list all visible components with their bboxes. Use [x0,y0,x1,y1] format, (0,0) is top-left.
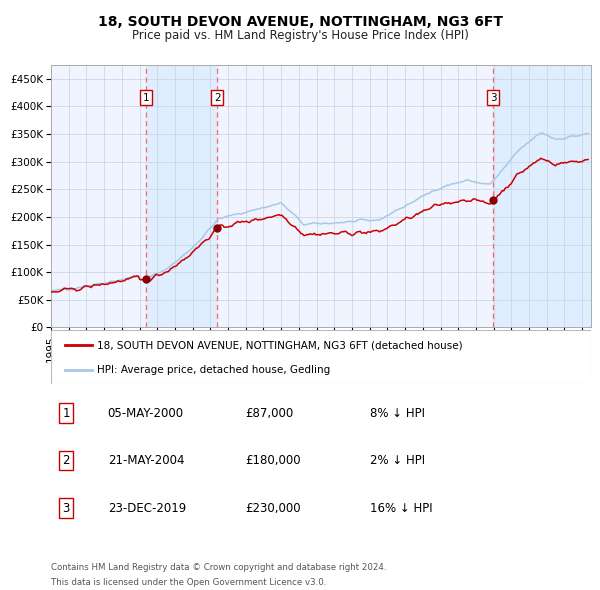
Bar [493,65,591,327]
Text: 16% ↓ HPI: 16% ↓ HPI [370,502,432,514]
Text: 2: 2 [62,454,70,467]
Text: 3: 3 [62,502,70,514]
Text: 05-MAY-2000: 05-MAY-2000 [108,407,184,419]
Text: 1: 1 [143,93,149,103]
Text: Price paid vs. HM Land Registry's House Price Index (HPI): Price paid vs. HM Land Registry's House … [131,30,469,42]
Text: 18, SOUTH DEVON AVENUE, NOTTINGHAM, NG3 6FT (detached house): 18, SOUTH DEVON AVENUE, NOTTINGHAM, NG3 … [97,340,463,350]
Text: 1: 1 [62,407,70,419]
Text: £87,000: £87,000 [245,407,293,419]
Text: HPI: Average price, detached house, Gedling: HPI: Average price, detached house, Gedl… [97,365,330,375]
Text: 18, SOUTH DEVON AVENUE, NOTTINGHAM, NG3 6FT: 18, SOUTH DEVON AVENUE, NOTTINGHAM, NG3 … [97,15,503,29]
Text: 2% ↓ HPI: 2% ↓ HPI [370,454,425,467]
Text: This data is licensed under the Open Government Licence v3.0.: This data is licensed under the Open Gov… [51,578,326,587]
Text: 8% ↓ HPI: 8% ↓ HPI [370,407,425,419]
Text: £180,000: £180,000 [245,454,301,467]
Text: 3: 3 [490,93,497,103]
FancyBboxPatch shape [51,330,591,384]
Text: 21-MAY-2004: 21-MAY-2004 [108,454,184,467]
Bar [146,65,217,327]
Text: Contains HM Land Registry data © Crown copyright and database right 2024.: Contains HM Land Registry data © Crown c… [51,563,386,572]
Text: 23-DEC-2019: 23-DEC-2019 [108,502,186,514]
Text: £230,000: £230,000 [245,502,301,514]
Text: 2: 2 [214,93,220,103]
